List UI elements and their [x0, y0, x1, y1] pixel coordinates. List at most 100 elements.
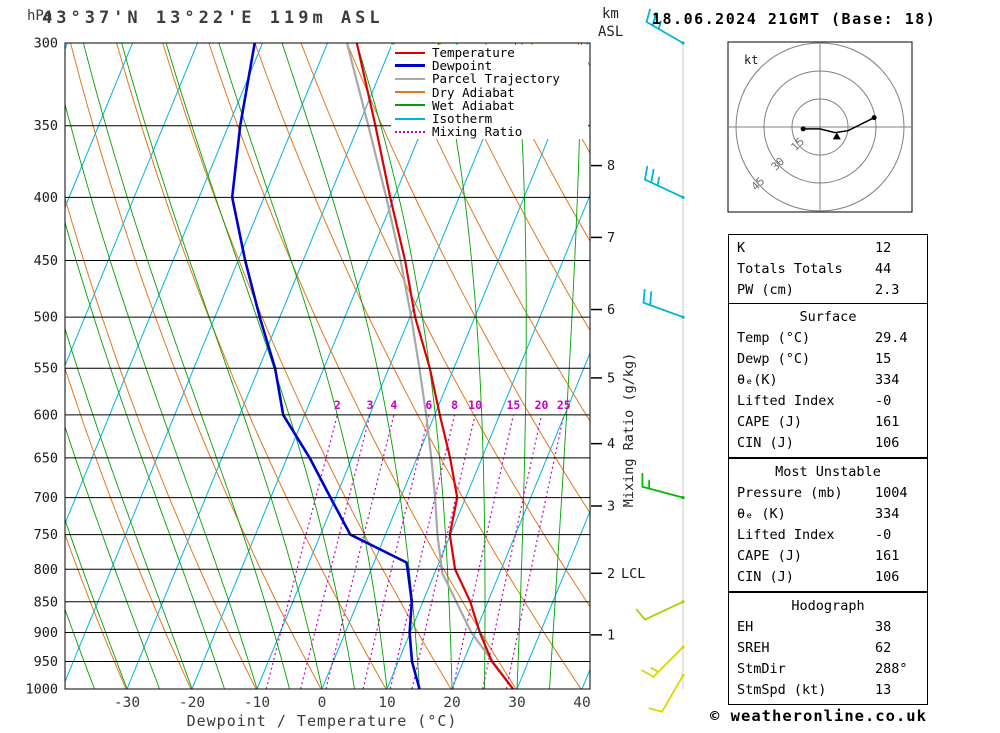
wind-barb-base-dot	[681, 41, 685, 45]
wind-barb-base-dot	[681, 496, 685, 500]
x-axis-label: Dewpoint / Temperature (°C)	[186, 712, 458, 730]
temp-tick-label: -30	[114, 695, 140, 711]
legend-label: Dewpoint	[432, 58, 493, 74]
copyright-link[interactable]: © weatheronline.co.uk	[710, 707, 927, 725]
table-row: θₑ(K) 334	[729, 370, 927, 391]
legend-label: Mixing Ratio	[432, 124, 523, 140]
legend-item: Parcel Trajectory	[391, 71, 588, 87]
table-row: PW (cm) 2.3	[729, 280, 927, 301]
table-row-label: StmSpd (kt)	[737, 682, 827, 698]
legend-item: Temperature	[391, 45, 588, 61]
legend-label: Parcel Trajectory	[432, 71, 560, 87]
wet-adiabat-line	[65, 425, 160, 689]
temp-tick-label: -10	[244, 695, 270, 711]
table-row-value: 106	[875, 569, 900, 585]
wind-barb-half-feather	[657, 20, 662, 30]
height-axis-unit-km: km	[602, 6, 619, 22]
dry-adiabat-line	[484, 43, 590, 243]
table-row: CAPE (J) 161	[729, 412, 927, 433]
legend-label: Wet Adiabat	[432, 97, 515, 113]
wet-adiabat-line	[437, 43, 486, 689]
km-tick-label: 7	[607, 230, 615, 246]
table-row-value: 1004	[875, 485, 908, 501]
table-row-value: 12	[875, 240, 892, 256]
wind-barb-half-feather	[656, 176, 660, 187]
wind-barb-base-dot	[681, 645, 685, 649]
table-row-label: CIN (J)	[737, 435, 794, 451]
wind-barb-base-dot	[681, 315, 685, 319]
mixing-ratio-label: 3	[367, 398, 374, 412]
pressure-tick-label: 1000	[25, 682, 58, 698]
isotherm-line	[451, 351, 590, 689]
legend-label: Dry Adiabat	[432, 84, 515, 100]
table-row-label: SREH	[737, 640, 770, 656]
hodograph-ring	[735, 42, 905, 212]
wind-barb	[648, 673, 685, 713]
mixing-ratio-line	[482, 414, 543, 689]
plot-border	[64, 42, 591, 690]
isotherm-line	[65, 43, 328, 684]
isotherm-line	[321, 43, 588, 689]
km-tick-label: 4	[607, 436, 615, 452]
stats-table-most-unstable: Most Unstable Pressure (mb) 1004 θₑ (K) 334 L…	[728, 458, 928, 592]
pressure-tick-label: 850	[34, 594, 58, 610]
table-row-label: EH	[737, 619, 754, 635]
table-row-value: 161	[875, 414, 900, 430]
table-row-value: 2.3	[875, 282, 900, 298]
km-tick-label: 3	[607, 498, 615, 514]
mixing-ratio-label: 2	[334, 398, 341, 412]
legend-item: Isotherm	[391, 111, 588, 126]
mixing-ratio-label: 25	[557, 398, 571, 412]
legend-swatch-wet_adiabat	[395, 104, 425, 107]
hodograph-trace-dot	[800, 126, 806, 132]
table-row-label: Lifted Index	[737, 393, 835, 409]
wind-barb-base-dot	[681, 673, 685, 678]
table-title: Hodograph	[791, 598, 865, 614]
lcl-label: LCL	[621, 566, 645, 582]
pressure-tick-label: 300	[34, 36, 58, 52]
table-row-value: 334	[875, 506, 900, 522]
wind-barb-feather	[635, 608, 646, 621]
temp-tick-label: 10	[378, 695, 395, 711]
km-tick-label: 1	[607, 627, 615, 643]
table-row-label: Totals Totals	[737, 261, 843, 277]
mixing-ratio-line	[389, 414, 456, 689]
table-row: StmDir 288°	[729, 659, 927, 680]
table-row-value: 44	[875, 261, 892, 277]
isotherm-line	[0, 43, 3, 689]
wet-adiabat-line	[549, 43, 582, 689]
pressure-tick-label: 900	[34, 625, 58, 641]
temp-tick-label: 0	[318, 695, 327, 711]
isotherm-line	[65, 43, 263, 525]
pressure-tick-label: 750	[34, 527, 58, 543]
height-axis-unit-asl: ASL	[598, 24, 624, 40]
table-row: StmSpd (kt) 13	[729, 680, 927, 701]
wind-barb-feather	[642, 288, 646, 304]
table-row-value: 38	[875, 619, 892, 635]
wind-barb-half-feather	[650, 667, 660, 673]
hodograph-ring	[791, 98, 849, 156]
legend-swatch-mixing_ratio	[395, 130, 425, 133]
legend-label: Temperature	[432, 45, 515, 61]
dry-adiabat-line	[346, 43, 590, 514]
table-row: EH 38	[729, 617, 927, 638]
table-row-value: 29.4	[875, 330, 908, 346]
wind-barb	[642, 288, 685, 319]
wind-barb-feather	[649, 291, 653, 307]
mixing-ratio-label: 10	[468, 398, 482, 412]
wind-barb-feather	[644, 165, 649, 181]
mixing-ratio-label: 20	[535, 398, 549, 412]
wind-barb-base-dot	[681, 195, 685, 199]
table-row-label: Pressure (mb)	[737, 485, 843, 501]
table-row: Pressure (mb) 1004	[729, 483, 927, 504]
legend-swatch-dewpoint	[395, 64, 425, 68]
dewpoint-curve	[230, 43, 421, 689]
table-row-label: Lifted Index	[737, 527, 835, 543]
pressure-tick-label: 500	[34, 310, 58, 326]
wind-barb-feather	[651, 12, 657, 27]
dry-adiabat-line	[162, 43, 452, 689]
wet-adiabat-line	[65, 327, 193, 689]
table-row-value: 106	[875, 435, 900, 451]
